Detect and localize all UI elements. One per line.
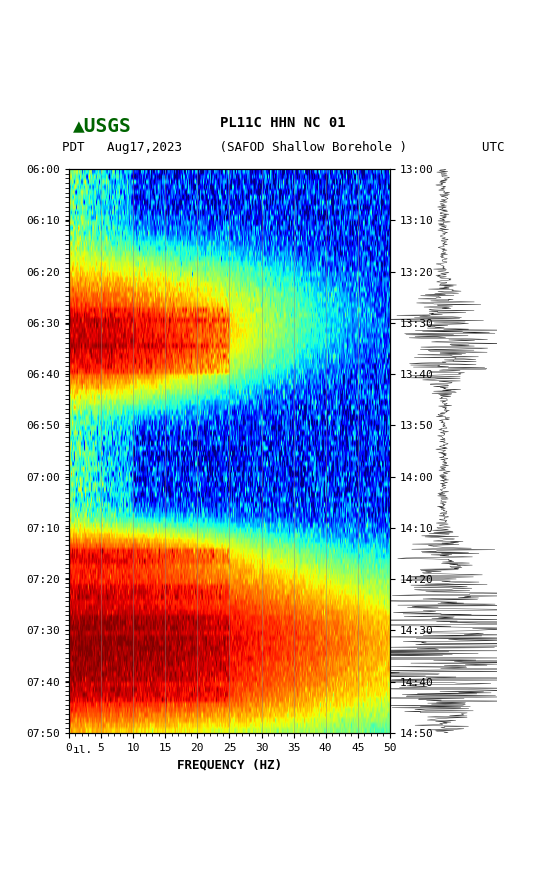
Text: PDT   Aug17,2023     (SAFOD Shallow Borehole )          UTC: PDT Aug17,2023 (SAFOD Shallow Borehole )… xyxy=(62,141,504,154)
X-axis label: FREQUENCY (HZ): FREQUENCY (HZ) xyxy=(177,758,282,772)
Text: PL11C HHN NC 01: PL11C HHN NC 01 xyxy=(220,116,346,130)
Text: ıl.: ıl. xyxy=(73,746,93,755)
Text: ▲USGS: ▲USGS xyxy=(73,116,132,136)
